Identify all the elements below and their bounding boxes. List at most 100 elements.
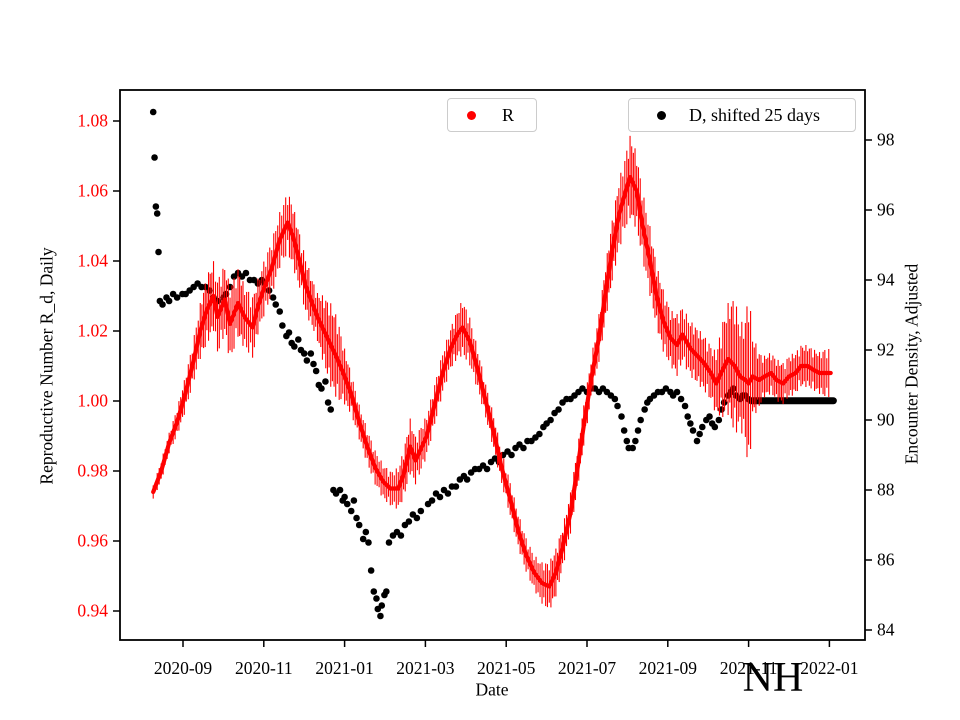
- scatter-dot-d: [629, 444, 637, 452]
- scatter-dot-d: [153, 210, 161, 217]
- x-tick-label: 2021-11: [719, 658, 778, 678]
- scatter-dot-d: [341, 493, 348, 501]
- x-tick-label: 2020-11: [234, 658, 293, 678]
- y-tick-label-left: 0.98: [77, 460, 108, 481]
- scatter-dot-d: [362, 528, 370, 536]
- x-tick-label: 2020-09: [153, 658, 213, 678]
- scatter-dot-d: [681, 402, 689, 410]
- scatter-dot-d: [463, 476, 471, 483]
- scatter-dot-d: [699, 423, 706, 431]
- scatter-dot-d: [327, 406, 335, 413]
- scatter-dot-d: [677, 395, 685, 403]
- scatter-dot-d: [452, 483, 460, 490]
- x-tick-label: 2022-01: [800, 658, 859, 678]
- y-tick-label-right: 94: [877, 269, 895, 290]
- scatter-dot-d: [536, 430, 543, 438]
- scatter-dot-d: [444, 490, 452, 497]
- scatter-dot-d: [295, 336, 302, 343]
- y-tick-label-left: 1.06: [77, 180, 108, 201]
- scatter-dot-d: [413, 514, 421, 522]
- scatter-dot-d: [641, 406, 648, 413]
- scatter-dot-d: [318, 385, 325, 392]
- scatter-dot-d: [397, 532, 405, 539]
- right-axis-title: Encounter Density, Adjusted: [901, 263, 922, 465]
- scatter-dot-d: [632, 437, 639, 445]
- x-tick-label: 2021-09: [638, 658, 697, 678]
- line-r: [151, 174, 833, 589]
- scatter-dot-d: [687, 420, 694, 427]
- y-tick-label-right: 96: [877, 199, 895, 220]
- scatter-dot-d: [206, 287, 213, 294]
- x-tick-label: 2021-07: [557, 658, 617, 678]
- scatter-dot-d: [620, 427, 628, 434]
- scatter-dot-d: [324, 399, 332, 406]
- axes-frame: [119, 89, 866, 641]
- scatter-dot-d: [611, 395, 619, 403]
- scatter-dot-d: [623, 437, 631, 445]
- legend-r-label: R: [502, 104, 515, 125]
- scatter-dot-d: [310, 360, 317, 368]
- scatter-dot-d: [673, 388, 681, 396]
- x-tick-label: 2021-03: [396, 658, 455, 678]
- y-tick-label-right: 84: [877, 619, 895, 640]
- y-tick-label-right: 98: [877, 129, 895, 150]
- x-tick-label: 2021-01: [315, 658, 374, 678]
- scatter-dot-d: [159, 301, 166, 308]
- scatter-dot-d: [378, 602, 386, 609]
- scatter-dot-d: [377, 612, 384, 620]
- scatter-dot-d: [155, 248, 162, 256]
- y-tick-label-right: 90: [877, 409, 895, 430]
- y-tick-label-right: 86: [877, 549, 895, 570]
- region-annotation: NH: [742, 655, 804, 701]
- scatter-dot-d: [272, 301, 280, 308]
- scatter-dot-d: [269, 294, 277, 301]
- scatter-dot-d: [634, 427, 642, 434]
- scatter-dot-d: [370, 588, 378, 595]
- scatter-dot-d: [300, 350, 308, 357]
- scatter-dot-d: [684, 413, 692, 420]
- y-tick-label-left: 1.08: [77, 110, 108, 131]
- scatter-dot-d: [520, 444, 527, 452]
- scatter-dot-d: [151, 154, 158, 161]
- scatter-dot-d: [547, 416, 554, 424]
- scatter-dot-d: [355, 521, 363, 529]
- scatter-dot-d: [276, 308, 284, 315]
- legend-d: D, shifted 25 days: [628, 98, 856, 132]
- scatter-dot-d: [637, 416, 644, 424]
- scatter-dot-d: [508, 451, 515, 459]
- legend-r-marker-icon: [467, 110, 476, 120]
- scatter-dot-d: [715, 416, 723, 424]
- scatter-dot-d: [385, 539, 393, 546]
- scatter-dot-d: [343, 500, 351, 508]
- scatter-dot-d: [322, 378, 329, 385]
- scatter-dot-d: [303, 357, 311, 364]
- y-tick-label-left: 0.96: [77, 530, 108, 551]
- scatter-dot-d: [436, 493, 444, 501]
- scatter-dot-d: [662, 385, 670, 392]
- scatter-dot-d: [149, 108, 157, 116]
- scatter-dot-d: [353, 514, 360, 522]
- scatter-dot-d: [336, 486, 344, 494]
- x-axis-title: Date: [475, 679, 509, 700]
- legend-r: R: [447, 98, 537, 132]
- scatter-dot-d: [312, 367, 320, 375]
- scatter-dot-d: [373, 595, 380, 602]
- scatter-dot-d: [173, 294, 181, 301]
- scatter-dot-d: [279, 322, 286, 329]
- scatter-dot-d: [579, 385, 586, 392]
- scatter-dot-d: [428, 497, 436, 504]
- scatter-dot-d: [693, 437, 701, 445]
- scatter-dot-d: [614, 402, 621, 410]
- scatter-dot-d: [367, 567, 375, 574]
- scatter-dot-d: [618, 413, 625, 420]
- legend-d-label: D, shifted 25 days: [689, 104, 820, 125]
- y-tick-label-left: 1.00: [77, 390, 108, 411]
- scatter-dot-d: [165, 297, 173, 305]
- scatter-dot-d: [307, 350, 315, 357]
- scatter-dot-d: [285, 329, 293, 336]
- scatter-dot-d: [291, 343, 298, 350]
- scatter-dot-d: [383, 588, 390, 595]
- legend-d-marker-icon: [657, 110, 666, 120]
